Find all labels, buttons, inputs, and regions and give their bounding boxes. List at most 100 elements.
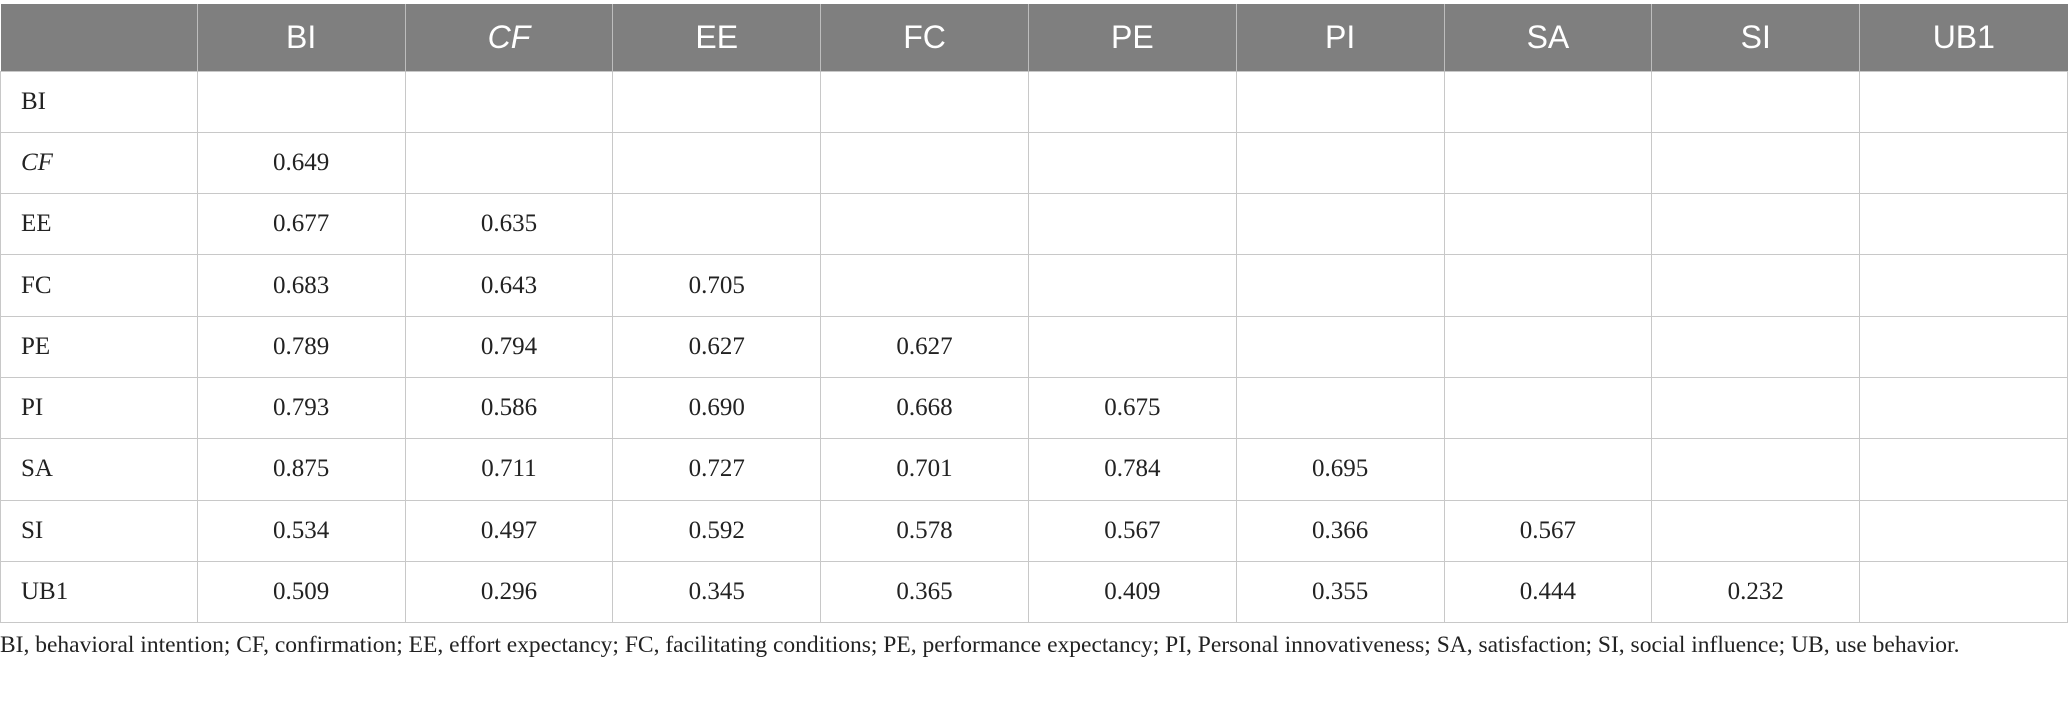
table-cell: 0.627 (612, 315, 822, 378)
header-cell-fc: FC (820, 4, 1029, 71)
header-cell-ee: EE (612, 4, 822, 71)
table-cell (1651, 131, 1861, 195)
table-cell (196, 70, 406, 133)
table-cell: 0.578 (820, 499, 1029, 562)
table-cell (1443, 376, 1653, 440)
table-row: PE 0.789 0.794 0.627 0.627 (0, 315, 2068, 378)
table-cell (820, 193, 1029, 256)
table-cell: 0.592 (612, 499, 822, 562)
table-cell (1859, 438, 2068, 501)
table-cell: 0.232 (1651, 560, 1861, 624)
table-cell: 0.705 (612, 254, 822, 317)
table-cell: 0.668 (820, 376, 1029, 440)
table-cell (1651, 254, 1861, 317)
table-cell (1443, 438, 1653, 501)
table-cell: 0.794 (404, 315, 614, 378)
row-label: EE (0, 193, 198, 256)
table-cell: 0.627 (820, 315, 1029, 378)
table-cell (820, 70, 1029, 133)
table-cell (1651, 315, 1861, 378)
table-row: BI (0, 70, 2068, 133)
table-cell (1859, 560, 2068, 624)
table-row: UB1 0.509 0.296 0.345 0.365 0.409 0.355 … (0, 560, 2068, 624)
table-cell (1235, 193, 1445, 256)
table-cell: 0.365 (820, 560, 1029, 624)
header-cell-ub1: UB1 (1932, 18, 1995, 55)
table-cell (1859, 315, 2068, 378)
table-cell: 0.355 (1235, 560, 1445, 624)
table-cell (612, 131, 822, 195)
table-cell: 0.509 (196, 560, 406, 624)
table-cell (1859, 376, 2068, 440)
table-cell: 0.635 (404, 193, 614, 256)
table-cell: 0.345 (612, 560, 822, 624)
table-cell (1443, 193, 1653, 256)
table-cell (612, 70, 822, 133)
table-cell: 0.649 (196, 131, 406, 195)
table-cell (404, 131, 614, 195)
table-footnote: BI, behavioral intention; CF, confirmati… (0, 632, 1960, 658)
table-cell (1443, 70, 1653, 133)
row-label: CF (0, 131, 198, 195)
table-cell: 0.784 (1027, 438, 1237, 501)
header-cell-si: SI (1651, 4, 1861, 71)
table-cell (1859, 131, 2068, 195)
row-label: SI (0, 499, 198, 562)
table-row: CF 0.649 (0, 131, 2068, 195)
table-cell (1235, 254, 1445, 317)
row-label: PE (0, 315, 198, 378)
table-cell (1235, 70, 1445, 133)
header-cell-pi: PI (1236, 4, 1445, 71)
table-cell: 0.690 (612, 376, 822, 440)
table-cell: 0.366 (1235, 499, 1445, 562)
table-cell (1651, 438, 1861, 501)
table-cell (1859, 70, 2068, 133)
table-cell (1859, 193, 2068, 256)
table-cell: 0.875 (196, 438, 406, 501)
table-header: BI CF EE FC PE PI SA SI UB1 (0, 4, 2068, 71)
table-cell (1651, 193, 1861, 256)
table-cell: 0.586 (404, 376, 614, 440)
table-cell (1027, 254, 1237, 317)
table-cell: 0.695 (1235, 438, 1445, 501)
table-row: FC 0.683 0.643 0.705 (0, 254, 2068, 317)
table-cell: 0.296 (404, 560, 614, 624)
table-body: BI CF 0.649 EE 0.677 0.635 (0, 70, 2068, 624)
correlation-table: BI CF EE FC PE PI SA SI UB1 BI CF 0.649 (0, 4, 2068, 624)
table-row: PI 0.793 0.586 0.690 0.668 0.675 (0, 376, 2068, 440)
table-cell (1235, 376, 1445, 440)
row-label: PI (0, 376, 198, 440)
table-cell (1027, 315, 1237, 378)
row-label: BI (0, 70, 198, 133)
table-row: SI 0.534 0.497 0.592 0.578 0.567 0.366 0… (0, 499, 2068, 562)
table-cell: 0.444 (1443, 560, 1653, 624)
table-cell (1027, 70, 1237, 133)
table-cell: 0.677 (196, 193, 406, 256)
table-cell: 0.497 (404, 499, 614, 562)
header-cell-cf: CF (405, 4, 614, 71)
table-cell: 0.409 (1027, 560, 1237, 624)
table-cell (1859, 499, 2068, 562)
header-corner-cell (0, 4, 198, 71)
table-cell (1235, 131, 1445, 195)
table-cell: 0.643 (404, 254, 614, 317)
table-cell (1027, 193, 1237, 256)
table-cell: 0.789 (196, 315, 406, 378)
table-cell: 0.727 (612, 438, 822, 501)
table-cell (1027, 131, 1237, 195)
table-cell (404, 70, 614, 133)
table-cell (612, 193, 822, 256)
table-cell (820, 254, 1029, 317)
table-cell (1443, 254, 1653, 317)
table-cell (1235, 315, 1445, 378)
row-label: UB1 (0, 560, 198, 624)
table-cell (1651, 499, 1861, 562)
row-label: SA (0, 438, 198, 501)
table-cell (820, 131, 1029, 195)
header-cell-sa: SA (1444, 4, 1653, 71)
table-cell: 0.567 (1027, 499, 1237, 562)
table-cell: 0.534 (196, 499, 406, 562)
header-row: BI CF EE FC PE PI SA SI UB1 (0, 4, 2068, 71)
header-cell-bi: BI (197, 4, 406, 71)
table-cell: 0.675 (1027, 376, 1237, 440)
